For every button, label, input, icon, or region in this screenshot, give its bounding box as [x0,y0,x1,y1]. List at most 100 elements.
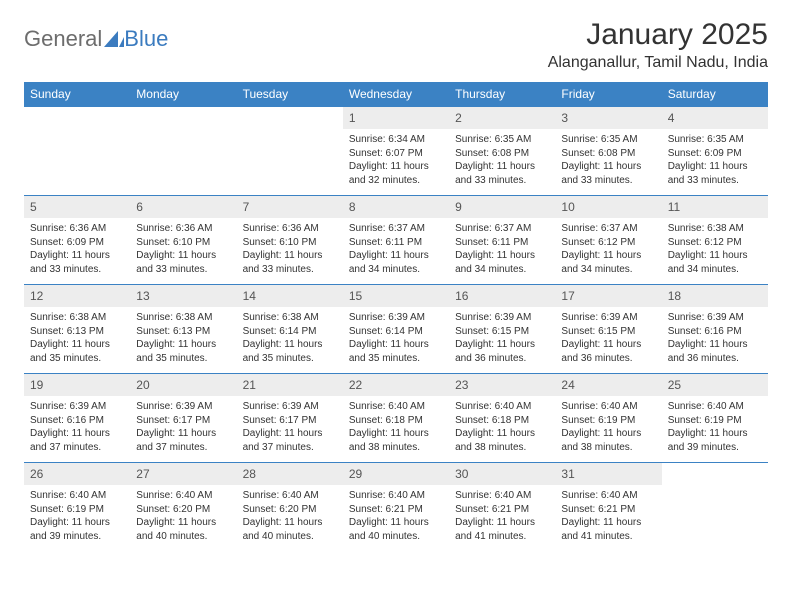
daylight-text: Daylight: 11 hours and 36 minutes. [668,338,762,365]
sunrise-text: Sunrise: 6:39 AM [455,311,549,325]
week-row: 5Sunrise: 6:36 AMSunset: 6:09 PMDaylight… [24,196,768,285]
date-body: Sunrise: 6:39 AMSunset: 6:17 PMDaylight:… [237,396,343,462]
sunset-text: Sunset: 6:08 PM [455,147,549,161]
daylight-text: Daylight: 11 hours and 39 minutes. [668,427,762,454]
dayhead-sat: Saturday [662,82,768,107]
daylight-text: Daylight: 11 hours and 38 minutes. [455,427,549,454]
dayhead-wed: Wednesday [343,82,449,107]
week-row: 19Sunrise: 6:39 AMSunset: 6:16 PMDayligh… [24,374,768,463]
daylight-text: Daylight: 11 hours and 40 minutes. [136,516,230,543]
date-body: Sunrise: 6:40 AMSunset: 6:21 PMDaylight:… [343,485,449,551]
sunrise-text: Sunrise: 6:40 AM [243,489,337,503]
date-cell: 27Sunrise: 6:40 AMSunset: 6:20 PMDayligh… [130,463,236,552]
daylight-text: Daylight: 11 hours and 38 minutes. [349,427,443,454]
date-cell [24,107,130,196]
sunset-text: Sunset: 6:19 PM [561,414,655,428]
sunset-text: Sunset: 6:15 PM [455,325,549,339]
date-cell: 5Sunrise: 6:36 AMSunset: 6:09 PMDaylight… [24,196,130,285]
date-cell: 9Sunrise: 6:37 AMSunset: 6:11 PMDaylight… [449,196,555,285]
sunrise-text: Sunrise: 6:39 AM [136,400,230,414]
sunrise-text: Sunrise: 6:35 AM [668,133,762,147]
sunset-text: Sunset: 6:15 PM [561,325,655,339]
date-body: Sunrise: 6:40 AMSunset: 6:18 PMDaylight:… [343,396,449,462]
date-number: 7 [237,196,343,218]
sunrise-text: Sunrise: 6:40 AM [30,489,124,503]
sunset-text: Sunset: 6:17 PM [243,414,337,428]
date-body: Sunrise: 6:40 AMSunset: 6:18 PMDaylight:… [449,396,555,462]
week-row: 12Sunrise: 6:38 AMSunset: 6:13 PMDayligh… [24,285,768,374]
week-row: 26Sunrise: 6:40 AMSunset: 6:19 PMDayligh… [24,463,768,552]
month-title: January 2025 [548,18,768,52]
date-body: Sunrise: 6:36 AMSunset: 6:10 PMDaylight:… [130,218,236,284]
date-number: 10 [555,196,661,218]
sunset-text: Sunset: 6:11 PM [455,236,549,250]
date-cell: 7Sunrise: 6:36 AMSunset: 6:10 PMDaylight… [237,196,343,285]
date-number: 1 [343,107,449,129]
daylight-text: Daylight: 11 hours and 32 minutes. [349,160,443,187]
brand-sail-icon [104,31,124,47]
sunset-text: Sunset: 6:20 PM [243,503,337,517]
date-body: Sunrise: 6:39 AMSunset: 6:16 PMDaylight:… [662,307,768,373]
sunset-text: Sunset: 6:18 PM [349,414,443,428]
date-cell: 16Sunrise: 6:39 AMSunset: 6:15 PMDayligh… [449,285,555,374]
date-number: 30 [449,463,555,485]
date-body: Sunrise: 6:39 AMSunset: 6:15 PMDaylight:… [555,307,661,373]
sunset-text: Sunset: 6:21 PM [349,503,443,517]
date-cell: 12Sunrise: 6:38 AMSunset: 6:13 PMDayligh… [24,285,130,374]
date-number: 3 [555,107,661,129]
date-body [662,485,768,543]
sunrise-text: Sunrise: 6:40 AM [349,400,443,414]
date-body: Sunrise: 6:38 AMSunset: 6:14 PMDaylight:… [237,307,343,373]
sunrise-text: Sunrise: 6:39 AM [30,400,124,414]
date-number: 22 [343,374,449,396]
date-cell: 21Sunrise: 6:39 AMSunset: 6:17 PMDayligh… [237,374,343,463]
date-number: 2 [449,107,555,129]
sunrise-text: Sunrise: 6:35 AM [455,133,549,147]
sunset-text: Sunset: 6:14 PM [349,325,443,339]
date-number: 16 [449,285,555,307]
date-number [24,107,130,129]
sunrise-text: Sunrise: 6:40 AM [561,400,655,414]
sunrise-text: Sunrise: 6:37 AM [561,222,655,236]
date-number: 11 [662,196,768,218]
sunrise-text: Sunrise: 6:39 AM [349,311,443,325]
date-cell: 24Sunrise: 6:40 AMSunset: 6:19 PMDayligh… [555,374,661,463]
daylight-text: Daylight: 11 hours and 35 minutes. [349,338,443,365]
daylight-text: Daylight: 11 hours and 33 minutes. [30,249,124,276]
date-body: Sunrise: 6:38 AMSunset: 6:13 PMDaylight:… [24,307,130,373]
date-body: Sunrise: 6:40 AMSunset: 6:19 PMDaylight:… [662,396,768,462]
daylight-text: Daylight: 11 hours and 40 minutes. [243,516,337,543]
date-cell: 28Sunrise: 6:40 AMSunset: 6:20 PMDayligh… [237,463,343,552]
date-number [237,107,343,129]
date-number: 19 [24,374,130,396]
date-number: 12 [24,285,130,307]
date-cell: 14Sunrise: 6:38 AMSunset: 6:14 PMDayligh… [237,285,343,374]
sunset-text: Sunset: 6:19 PM [668,414,762,428]
sunrise-text: Sunrise: 6:39 AM [561,311,655,325]
calendar-table: Sunday Monday Tuesday Wednesday Thursday… [24,82,768,551]
sunrise-text: Sunrise: 6:40 AM [455,400,549,414]
date-body: Sunrise: 6:40 AMSunset: 6:20 PMDaylight:… [130,485,236,551]
sunset-text: Sunset: 6:19 PM [30,503,124,517]
sunrise-text: Sunrise: 6:39 AM [668,311,762,325]
date-body: Sunrise: 6:34 AMSunset: 6:07 PMDaylight:… [343,129,449,195]
date-cell: 1Sunrise: 6:34 AMSunset: 6:07 PMDaylight… [343,107,449,196]
date-number: 8 [343,196,449,218]
date-number: 15 [343,285,449,307]
date-body [24,129,130,187]
date-number: 4 [662,107,768,129]
date-body: Sunrise: 6:39 AMSunset: 6:16 PMDaylight:… [24,396,130,462]
date-number: 20 [130,374,236,396]
sunrise-text: Sunrise: 6:35 AM [561,133,655,147]
sunset-text: Sunset: 6:16 PM [30,414,124,428]
date-cell [237,107,343,196]
daylight-text: Daylight: 11 hours and 35 minutes. [30,338,124,365]
date-number: 13 [130,285,236,307]
date-body: Sunrise: 6:35 AMSunset: 6:09 PMDaylight:… [662,129,768,195]
sunset-text: Sunset: 6:10 PM [136,236,230,250]
date-number: 9 [449,196,555,218]
sunset-text: Sunset: 6:17 PM [136,414,230,428]
date-number: 29 [343,463,449,485]
date-cell [130,107,236,196]
daylight-text: Daylight: 11 hours and 34 minutes. [561,249,655,276]
